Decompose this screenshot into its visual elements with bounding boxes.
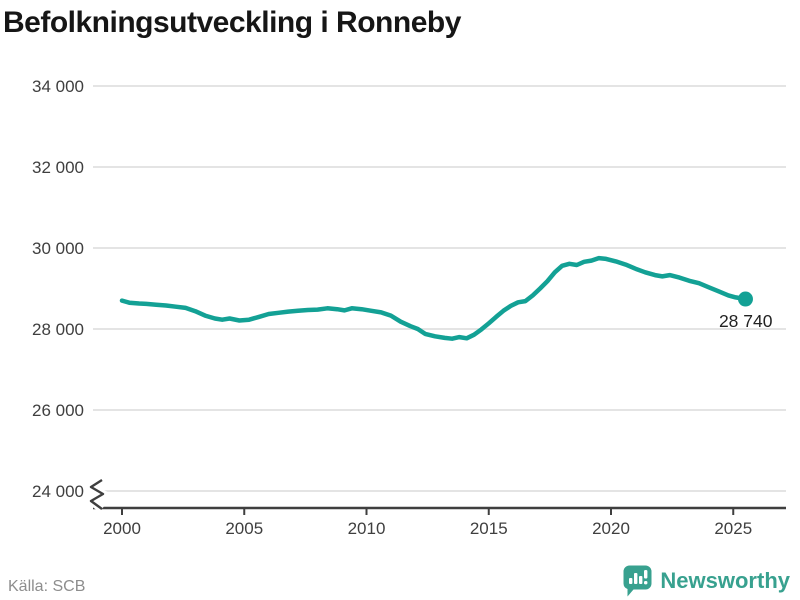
- y-tick-label: 28 000: [32, 320, 84, 339]
- source-label: Källa: SCB: [8, 578, 86, 595]
- newsworthy-wordmark: Newsworthy: [660, 568, 790, 593]
- end-point-value-label: 28 740: [719, 311, 773, 331]
- axis-break-icon: [89, 478, 105, 510]
- x-tick-label: 2000: [103, 519, 141, 538]
- x-tick-label: 2015: [470, 519, 508, 538]
- y-tick-label: 34 000: [32, 77, 84, 96]
- y-tick-label: 26 000: [32, 401, 84, 420]
- newsworthy-bars-bubble-icon: [623, 565, 652, 597]
- end-point-marker: [737, 291, 753, 307]
- x-tick-label: 2005: [225, 519, 263, 538]
- y-tick-label: 32 000: [32, 158, 84, 177]
- x-tick-label: 2020: [592, 519, 630, 538]
- population-series-line: [119, 255, 748, 341]
- population-line-chart: 34 000 32 000 30 000 28 000 26 000 24 000 2000…: [32, 77, 786, 538]
- page-title: Befolkningsutveckling i Ronneby: [3, 6, 461, 39]
- newsworthy-logo-link[interactable]: Newsworthy: [623, 564, 790, 598]
- x-tick-label: 2010: [348, 519, 386, 538]
- y-tick-label: 24 000: [32, 482, 84, 501]
- x-tick-label: 2025: [714, 519, 752, 538]
- y-tick-label: 30 000: [32, 239, 84, 258]
